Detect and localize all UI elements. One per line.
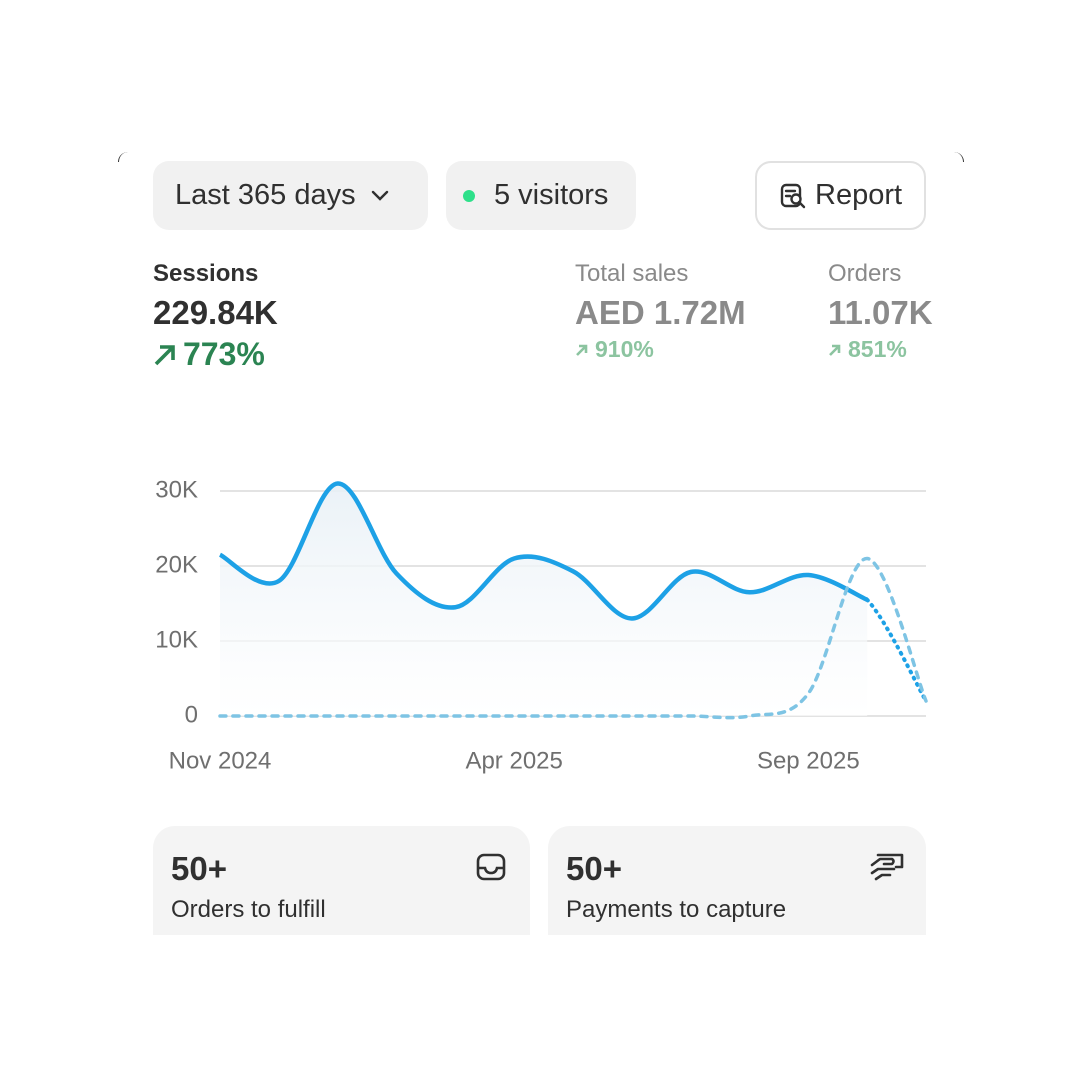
up-arrow	[576, 344, 588, 356]
chart: 0 10K 20K 30K Nov 2024 Apr 2025 Sep 2025	[155, 476, 928, 774]
card-label: Orders to fulfill	[171, 896, 326, 923]
area	[220, 483, 868, 716]
metric-value: 11.07K	[828, 294, 933, 331]
up-arrow	[154, 344, 175, 365]
metric[interactable]: Sessions 229.84K 773%	[153, 260, 278, 373]
metric-label: Total sales	[575, 260, 689, 287]
card-label: Payments to capture	[566, 896, 787, 923]
change-text: 851%	[848, 336, 907, 362]
y-tick-label: 30K	[155, 476, 198, 503]
card-count: 50+	[566, 850, 622, 887]
metric-label: Sessions	[153, 260, 259, 287]
live-dot	[463, 189, 475, 202]
y-tick-label: 20K	[155, 551, 198, 578]
visitors-pill[interactable]: 5 visitors	[446, 161, 636, 230]
report-icon	[780, 183, 806, 208]
comparison-line	[218, 556, 928, 720]
change-text: 773%	[183, 336, 265, 372]
x-tick-label: Nov 2024	[169, 747, 272, 774]
change-text: 910%	[595, 336, 654, 362]
task-card[interactable]: 50+ Payments to capture	[548, 826, 926, 935]
inbox-icon	[476, 853, 506, 881]
x-tick-label: Sep 2025	[757, 747, 860, 774]
report-text: Report	[815, 179, 903, 211]
metric-change: 851%	[828, 336, 933, 363]
metric[interactable]: Total sales AED 1.72M 910%	[575, 260, 746, 363]
metric-label: Orders	[828, 260, 902, 287]
report-button[interactable]: Report	[755, 161, 926, 230]
chevron-icon	[371, 190, 388, 201]
task-card[interactable]: 50+ Orders to fulfill	[153, 826, 530, 935]
y-tick-label: 10K	[155, 626, 198, 653]
metric-value: AED 1.72M	[575, 294, 746, 331]
metric-change: 773%	[153, 336, 278, 373]
range-selector[interactable]: Last 365 days	[153, 161, 428, 230]
metric-value: 229.84K	[153, 294, 278, 331]
incomplete-line	[865, 597, 928, 703]
line	[218, 481, 869, 621]
x-tick-label: Apr 2025	[465, 747, 562, 774]
y-tick-label: 0	[185, 701, 198, 728]
visitors-text: 5 visitors	[494, 179, 609, 211]
up-arrow	[829, 344, 841, 356]
payment-icon	[870, 853, 904, 881]
card-count: 50+	[171, 850, 227, 887]
metric-change: 910%	[575, 336, 746, 363]
range-text: Last 365 days	[175, 179, 356, 211]
metric[interactable]: Orders 11.07K 851%	[828, 260, 933, 363]
